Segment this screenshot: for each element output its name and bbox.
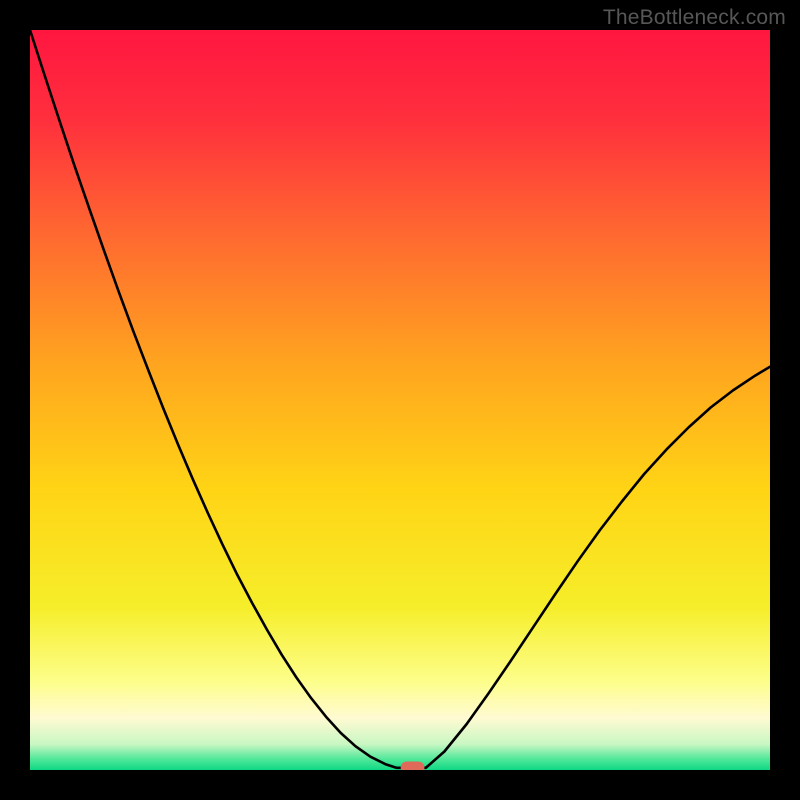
bottleneck-chart: [0, 0, 800, 800]
chart-container: TheBottleneck.com: [0, 0, 800, 800]
plot-background: [30, 30, 770, 770]
